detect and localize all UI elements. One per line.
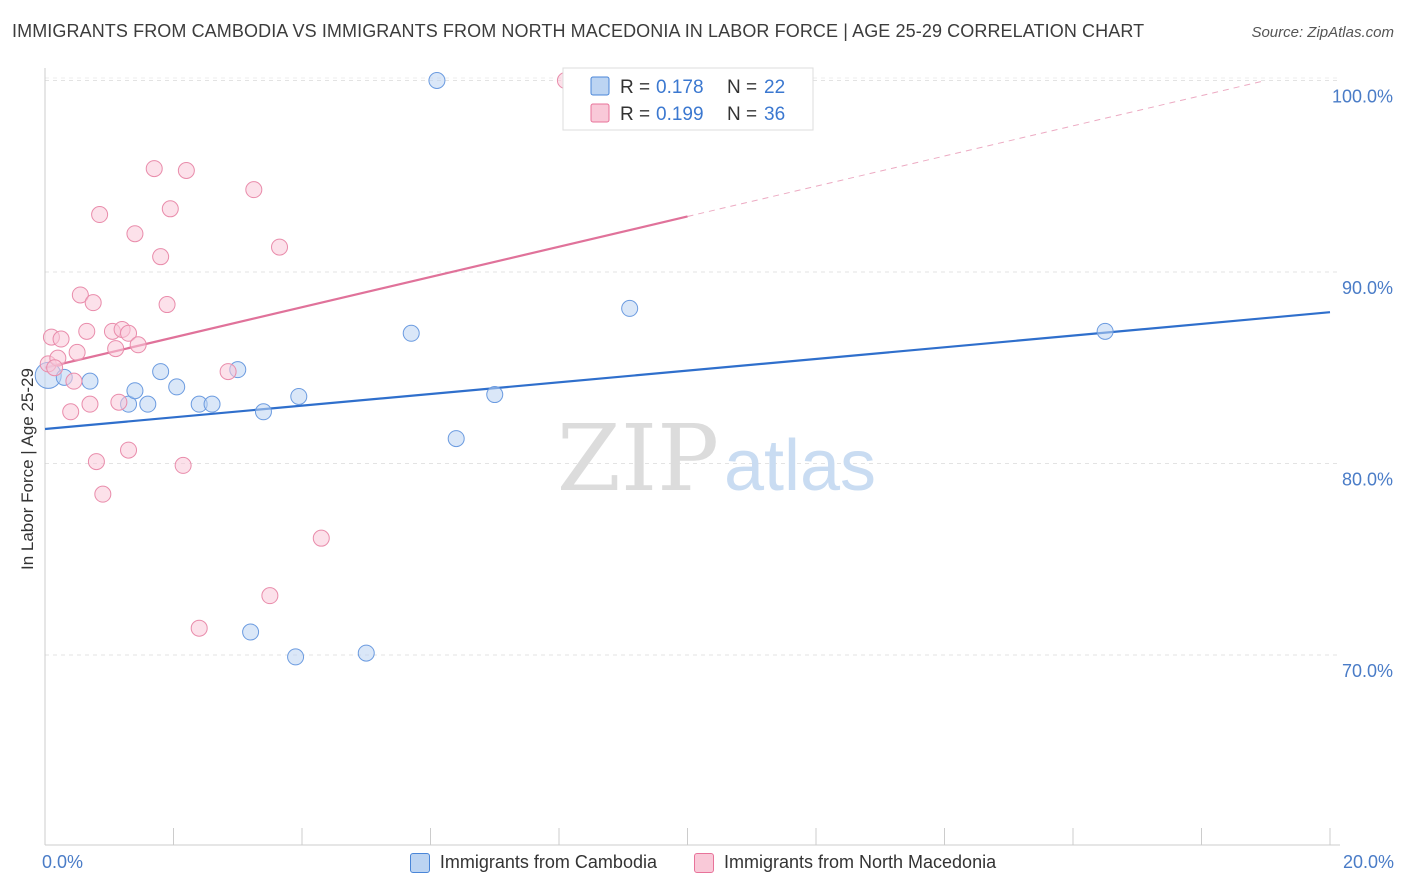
legend-label-cambodia: Immigrants from Cambodia — [439, 852, 657, 872]
chart-title: IMMIGRANTS FROM CAMBODIA VS IMMIGRANTS F… — [12, 21, 1145, 41]
trend-line-1 — [44, 215, 688, 369]
r-value-macedonia: 0.199 — [656, 104, 704, 125]
point-s0-19 — [486, 386, 504, 404]
source-label: Source: ZipAtlas.com — [1251, 24, 1394, 41]
point-s1-11 — [87, 453, 105, 471]
y-tick-label-0: 70.0% — [1342, 661, 1393, 681]
point-s0-11 — [254, 403, 272, 421]
point-s1-25 — [161, 200, 179, 218]
point-s1-15 — [107, 340, 125, 358]
point-s1-21 — [129, 336, 147, 354]
point-s0-15 — [357, 644, 375, 662]
y-tick-labels: 70.0% 80.0% 90.0% 100.0% — [1332, 87, 1393, 682]
data-points — [34, 72, 1114, 666]
cambodia-swatch — [590, 76, 610, 96]
point-s0-6 — [152, 363, 170, 381]
point-s1-10 — [84, 294, 102, 312]
x-tick-min: 0.0% — [42, 852, 84, 872]
point-s0-18 — [447, 430, 465, 448]
legend-item-macedonia: Immigrants from North Macedonia — [694, 852, 996, 873]
point-s0-20 — [621, 299, 639, 317]
point-s1-4 — [62, 403, 80, 421]
y-tick-label-1: 80.0% — [1342, 470, 1393, 490]
r-label-cambodia: R = — [620, 77, 650, 98]
legend-swatch-macedonia — [694, 852, 714, 873]
stats-legend: R = 0.178 N = 22 R = 0.199 N = 36 — [562, 67, 814, 131]
n-value-cambodia: 22 — [764, 77, 785, 98]
watermark-atlas: atlas — [724, 426, 876, 506]
point-s1-22 — [145, 160, 163, 178]
n-label-macedonia: N = — [727, 104, 757, 125]
point-s1-31 — [261, 587, 279, 605]
point-s0-17 — [428, 72, 446, 89]
n-label-cambodia: N = — [727, 77, 757, 98]
point-s0-9 — [203, 395, 221, 413]
point-s1-16 — [110, 393, 128, 411]
legend-label-macedonia: Immigrants from North Macedonia — [724, 852, 997, 872]
point-s1-23 — [152, 248, 170, 266]
point-s1-29 — [219, 363, 237, 381]
point-s1-26 — [174, 456, 192, 474]
axes — [44, 68, 1340, 846]
point-s1-28 — [190, 619, 208, 637]
point-s1-24 — [158, 296, 176, 314]
point-s1-7 — [71, 286, 89, 304]
point-s0-21 — [1096, 322, 1114, 340]
legend-swatch-cambodia — [409, 852, 430, 873]
y-tick-label-3: 100.0% — [1332, 87, 1393, 107]
point-s1-5 — [65, 372, 83, 390]
legend-item-cambodia: Immigrants from Cambodia — [409, 852, 657, 873]
y-tick-label-2: 90.0% — [1342, 278, 1393, 298]
point-s1-9 — [81, 395, 99, 413]
point-s1-3 — [52, 330, 70, 348]
point-s0-7 — [168, 378, 186, 396]
point-s1-19 — [120, 324, 138, 342]
point-s1-8 — [78, 322, 96, 340]
n-value-macedonia: 36 — [764, 104, 785, 125]
point-s1-12 — [91, 206, 109, 224]
point-s0-2 — [81, 372, 99, 390]
point-s1-13 — [94, 485, 112, 503]
trend-extension-1 — [687, 80, 1266, 217]
point-s1-35 — [46, 359, 64, 377]
watermark-zip: ZIP — [557, 405, 719, 512]
series-legend: Immigrants from Cambodia Immigrants from… — [0, 852, 1406, 878]
point-s1-27 — [177, 162, 195, 180]
point-s1-6 — [68, 343, 86, 361]
point-s1-18 — [120, 441, 138, 459]
point-s0-12 — [242, 623, 260, 641]
point-s1-30 — [245, 181, 263, 199]
point-s1-20 — [126, 225, 144, 243]
y-axis-label: In Labor Force | Age 25-29 — [18, 368, 37, 570]
macedonia-swatch — [590, 103, 610, 123]
point-s1-32 — [271, 238, 289, 256]
r-label-macedonia: R = — [620, 104, 650, 125]
watermark: ZIP atlas — [557, 405, 876, 512]
point-s0-13 — [287, 648, 305, 666]
point-s0-16 — [402, 324, 420, 342]
point-s0-14 — [290, 387, 308, 405]
point-s0-5 — [139, 395, 157, 413]
point-s1-33 — [312, 529, 330, 547]
r-value-cambodia: 0.178 — [656, 77, 704, 98]
x-tick-max: 20.0% — [1342, 852, 1394, 872]
point-s0-4 — [126, 382, 144, 400]
